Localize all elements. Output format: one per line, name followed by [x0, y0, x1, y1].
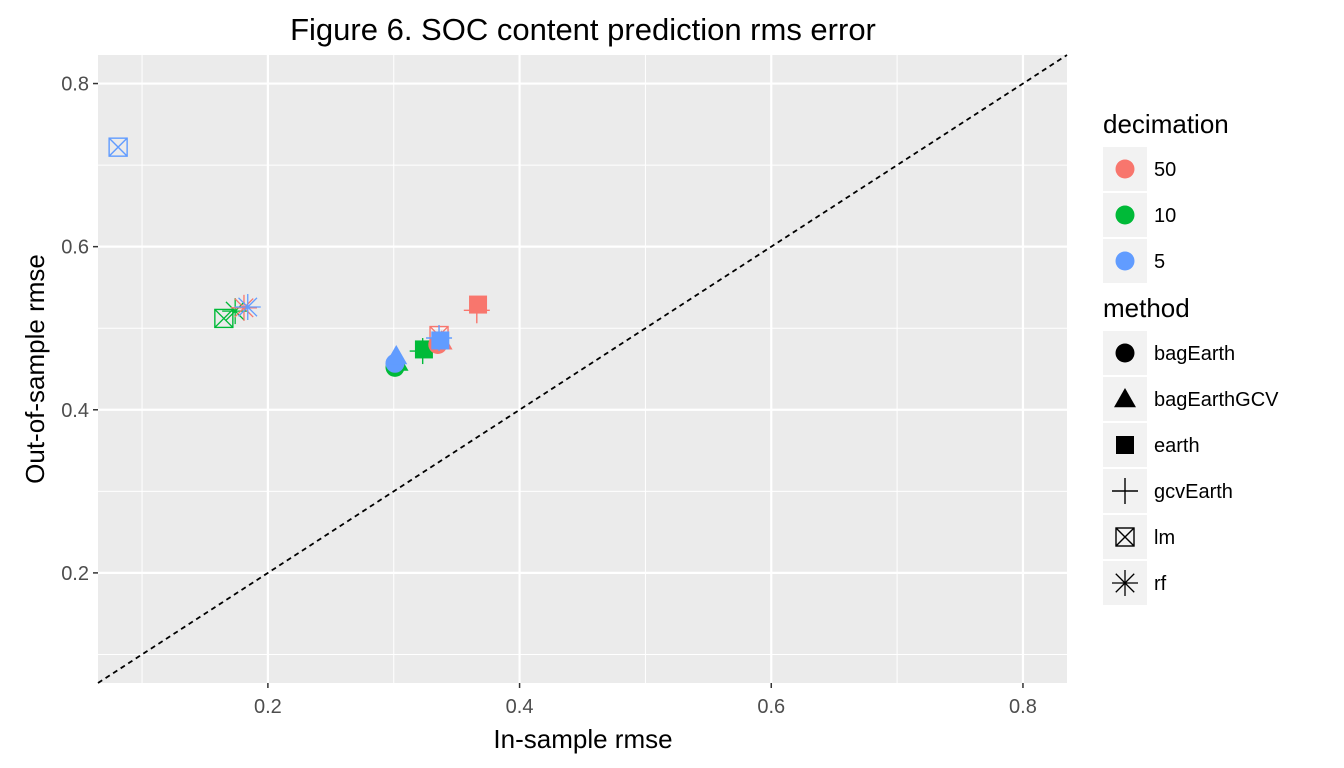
y-axis-title: Out-of-sample rmse: [20, 254, 50, 484]
y-axis: 0.2 0.4 0.6 0.8: [61, 74, 98, 585]
legend-label-method: bagEarthGCV: [1154, 389, 1279, 411]
data-point-earth-5: [431, 331, 450, 350]
x-axis-title: In-sample rmse: [493, 724, 672, 754]
x-tick-label: 0.4: [506, 696, 534, 718]
legend-key-bagearth-icon: [1115, 343, 1135, 363]
legend-label-decimation: 10: [1154, 205, 1176, 227]
data-point-lm-10: [214, 308, 234, 329]
y-tick-label: 0.8: [61, 74, 89, 96]
x-axis: 0.2 0.4 0.6 0.8: [254, 683, 1037, 718]
chart-title: Figure 6. SOC content prediction rms err…: [290, 12, 876, 47]
data-points: [108, 137, 490, 377]
legend-title-method: method: [1103, 293, 1190, 323]
legend-title-decimation: decimation: [1103, 109, 1229, 139]
legend-label-method: earth: [1154, 435, 1200, 457]
legend-label-method: lm: [1154, 527, 1175, 549]
legend-key-gcvearth-icon: [1112, 478, 1138, 504]
legend-key-decimation-5: [1115, 251, 1135, 271]
data-point-rf-50: [230, 294, 257, 321]
identity-line: [97, 54, 1068, 684]
y-tick-label: 0.4: [61, 400, 89, 422]
data-point-lm-5: [108, 137, 128, 157]
legend-area: decimation 50 10 5 method bagEarth bagEarthGCV…: [1103, 109, 1279, 605]
legend-label-method: bagEarth: [1154, 343, 1235, 365]
grid-major: [98, 55, 1067, 683]
y-tick-label: 0.2: [61, 563, 89, 585]
data-point-rf-5: [234, 294, 261, 321]
legend-label-decimation: 50: [1154, 159, 1176, 181]
x-tick-label: 0.6: [757, 696, 785, 718]
data-point-bagearthgcv-5: [385, 344, 408, 365]
legend-key-decimation-10: [1115, 205, 1135, 225]
y-tick-label: 0.6: [61, 237, 89, 259]
legend-label-decimation: 5: [1154, 251, 1165, 273]
legend-label-method: gcvEarth: [1154, 481, 1233, 503]
legend-key-decimation-50: [1115, 159, 1135, 179]
legend-key-lm-icon: [1115, 527, 1135, 547]
identity-reference-line: [97, 54, 1068, 684]
x-tick-label: 0.2: [254, 696, 282, 718]
legend-key-rf-icon: [1112, 570, 1138, 596]
x-tick-label: 0.8: [1009, 696, 1037, 718]
data-point-earth-50: [469, 295, 488, 314]
legend-key-bagearthgcv-icon: [1114, 388, 1136, 408]
legend-label-method: rf: [1154, 573, 1167, 595]
legend-key-earth-icon: [1116, 436, 1134, 454]
